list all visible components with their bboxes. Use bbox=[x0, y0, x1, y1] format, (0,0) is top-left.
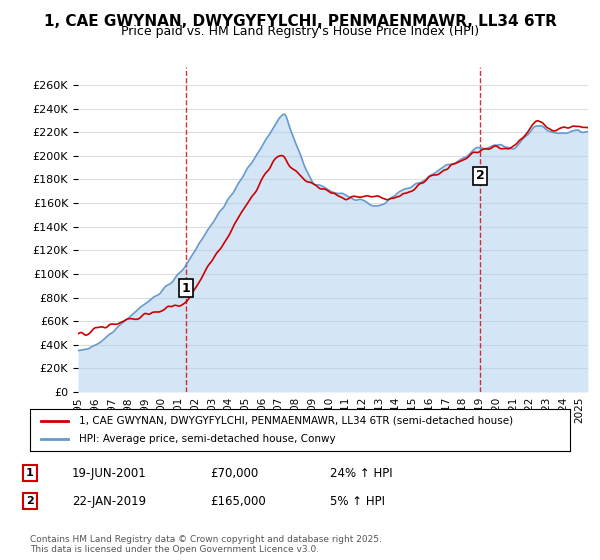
Text: 1: 1 bbox=[26, 468, 34, 478]
Text: HPI: Average price, semi-detached house, Conwy: HPI: Average price, semi-detached house,… bbox=[79, 434, 335, 444]
Text: Price paid vs. HM Land Registry's House Price Index (HPI): Price paid vs. HM Land Registry's House … bbox=[121, 25, 479, 38]
Text: Contains HM Land Registry data © Crown copyright and database right 2025.
This d: Contains HM Land Registry data © Crown c… bbox=[30, 535, 382, 554]
Text: 22-JAN-2019: 22-JAN-2019 bbox=[72, 494, 146, 508]
Text: 5% ↑ HPI: 5% ↑ HPI bbox=[330, 494, 385, 508]
Text: 1, CAE GWYNAN, DWYGYFYLCHI, PENMAENMAWR, LL34 6TR: 1, CAE GWYNAN, DWYGYFYLCHI, PENMAENMAWR,… bbox=[44, 14, 556, 29]
Text: 19-JUN-2001: 19-JUN-2001 bbox=[72, 466, 147, 480]
Text: 24% ↑ HPI: 24% ↑ HPI bbox=[330, 466, 392, 480]
Text: 2: 2 bbox=[476, 169, 485, 183]
Text: 1: 1 bbox=[182, 282, 191, 295]
Text: £165,000: £165,000 bbox=[210, 494, 266, 508]
Text: 1, CAE GWYNAN, DWYGYFYLCHI, PENMAENMAWR, LL34 6TR (semi-detached house): 1, CAE GWYNAN, DWYGYFYLCHI, PENMAENMAWR,… bbox=[79, 416, 513, 426]
Text: 2: 2 bbox=[26, 496, 34, 506]
Text: £70,000: £70,000 bbox=[210, 466, 258, 480]
